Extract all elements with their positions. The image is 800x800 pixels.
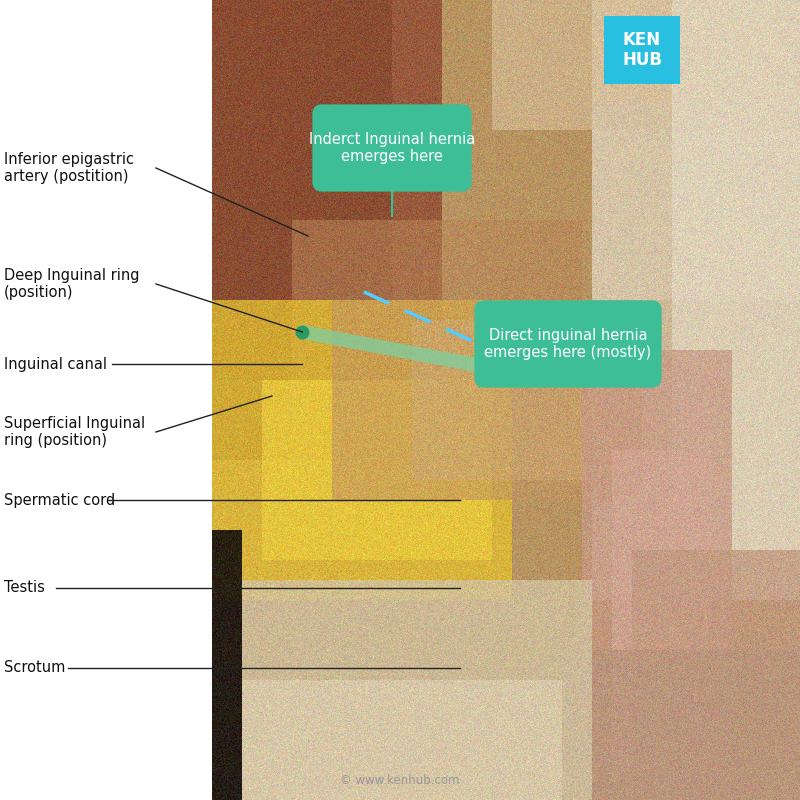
Text: Inguinal canal: Inguinal canal <box>4 357 107 371</box>
Text: Testis: Testis <box>4 581 45 595</box>
FancyBboxPatch shape <box>604 16 680 84</box>
Text: © www.kenhub.com: © www.kenhub.com <box>340 774 460 786</box>
Text: Deep Inguinal ring
(position): Deep Inguinal ring (position) <box>4 268 139 300</box>
Text: Superficial Inguinal
ring (position): Superficial Inguinal ring (position) <box>4 416 145 448</box>
Text: KEN
HUB: KEN HUB <box>622 30 662 70</box>
FancyBboxPatch shape <box>312 104 471 192</box>
Text: Scrotum: Scrotum <box>4 661 66 675</box>
Text: Direct inguinal hernia
emerges here (mostly): Direct inguinal hernia emerges here (mos… <box>484 328 652 360</box>
Text: Inferior epigastric
artery (postition): Inferior epigastric artery (postition) <box>4 152 134 184</box>
Text: Inderct Inguinal hernia
emerges here: Inderct Inguinal hernia emerges here <box>309 132 475 164</box>
FancyBboxPatch shape <box>474 300 662 388</box>
Text: Spermatic cord: Spermatic cord <box>4 493 115 507</box>
